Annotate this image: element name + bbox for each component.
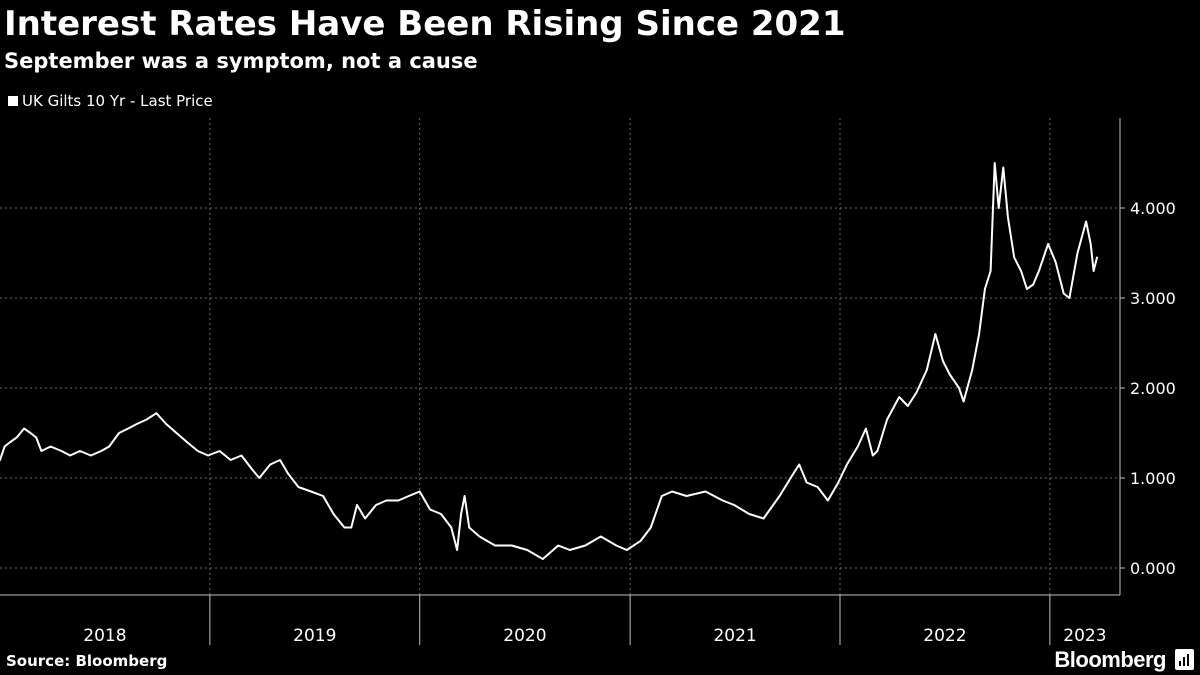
source-note: Source: Bloomberg [6,652,168,670]
series-line-0 [0,162,1098,560]
x-tick-label-5: 2023 [1063,626,1106,646]
y-tick-label-0: 0.000 [1130,559,1176,578]
x-tick-label-1: 2019 [293,626,336,646]
legend-swatch-icon [8,96,18,106]
bloomberg-terminal-icon [1175,649,1194,670]
gridlines [0,118,1120,595]
chart-subtitle: September was a symptom, not a cause [4,49,478,73]
x-tick-label-4: 2022 [923,626,966,646]
y-tick-label-4: 4.000 [1130,199,1176,218]
tick-labels: 0.000 1.000 2.000 3.000 4.000 2018 2019 2020 202… [83,199,1176,646]
x-tick-label-2: 2020 [503,626,546,646]
x-tick-label-0: 2018 [83,626,126,646]
axes [0,118,1125,645]
y-tick-label-2: 2.000 [1130,379,1176,398]
legend-label: UK Gilts 10 Yr - Last Price [22,92,213,110]
chart-legend: UK Gilts 10 Yr - Last Price [8,90,213,112]
y-tick-label-3: 3.000 [1130,289,1176,308]
brand-logo: Bloomberg [1054,647,1166,672]
series-group [0,162,1098,560]
chart-title: Interest Rates Have Been Rising Since 20… [4,4,846,44]
x-tick-label-3: 2021 [713,626,756,646]
y-tick-label-1: 1.000 [1130,469,1176,488]
